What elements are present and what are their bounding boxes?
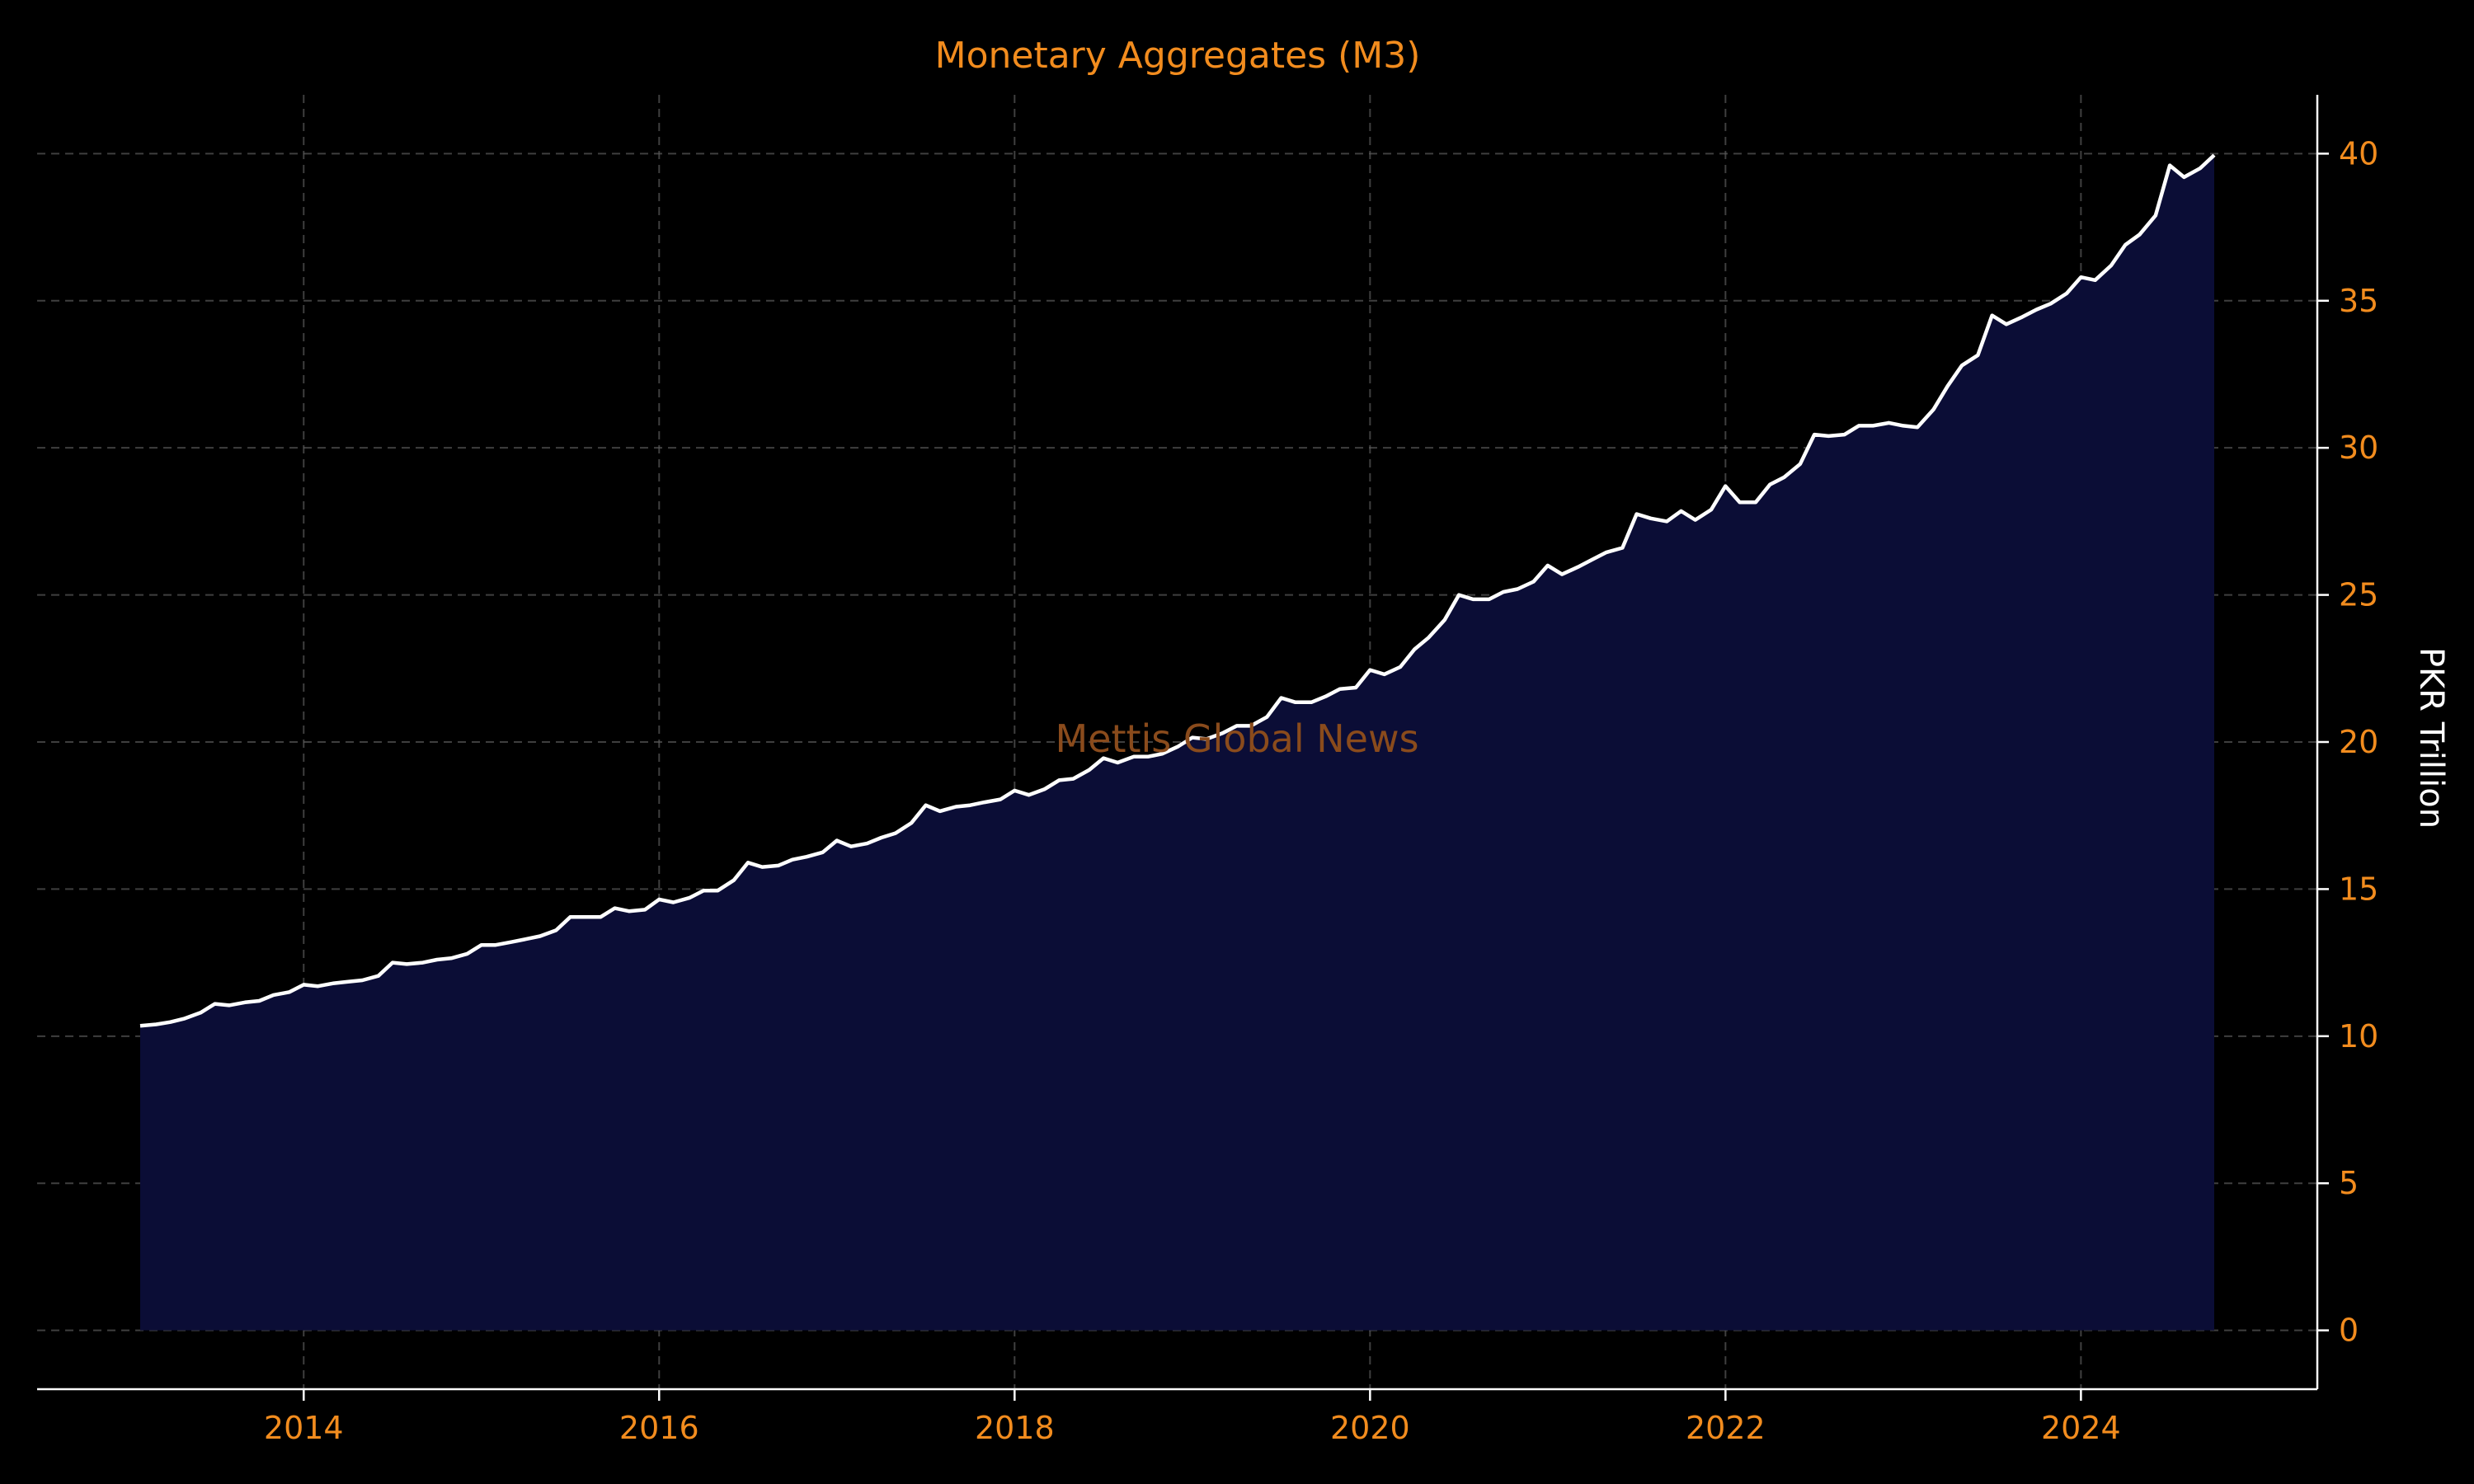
y-tick-label: 40 [2339, 135, 2378, 171]
x-axis-ticks: 2014 2016 2018 2020 2022 2024 [264, 1389, 2121, 1446]
series-line [139, 153, 2216, 1028]
x-tick-label: 2020 [1330, 1410, 1410, 1446]
x-tick-label: 2014 [264, 1410, 344, 1446]
x-tick-label: 2018 [975, 1410, 1055, 1446]
y-tick-label: 35 [2339, 283, 2378, 319]
watermark: Mettis Global News [1055, 716, 1418, 761]
y-tick-label: 0 [2339, 1313, 2359, 1349]
x-tick-label: 2022 [1686, 1410, 1766, 1446]
series-area-fill [140, 155, 2214, 1331]
y-axis-label: PKR Trillion [2412, 647, 2450, 829]
x-tick-label: 2016 [619, 1410, 699, 1446]
x-tick-label: 2024 [2041, 1410, 2121, 1446]
y-tick-label: 20 [2339, 724, 2378, 760]
y-tick-label: 30 [2339, 430, 2378, 466]
y-tick-label: 15 [2339, 871, 2378, 907]
y-tick-label: 25 [2339, 577, 2378, 613]
y-tick-label: 10 [2339, 1018, 2378, 1054]
chart-title: Monetary Aggregates (M3) [935, 35, 1421, 77]
y-tick-label: 5 [2339, 1165, 2359, 1201]
y-axis-ticks: 0 5 10 15 20 25 30 35 40 [2317, 135, 2378, 1349]
